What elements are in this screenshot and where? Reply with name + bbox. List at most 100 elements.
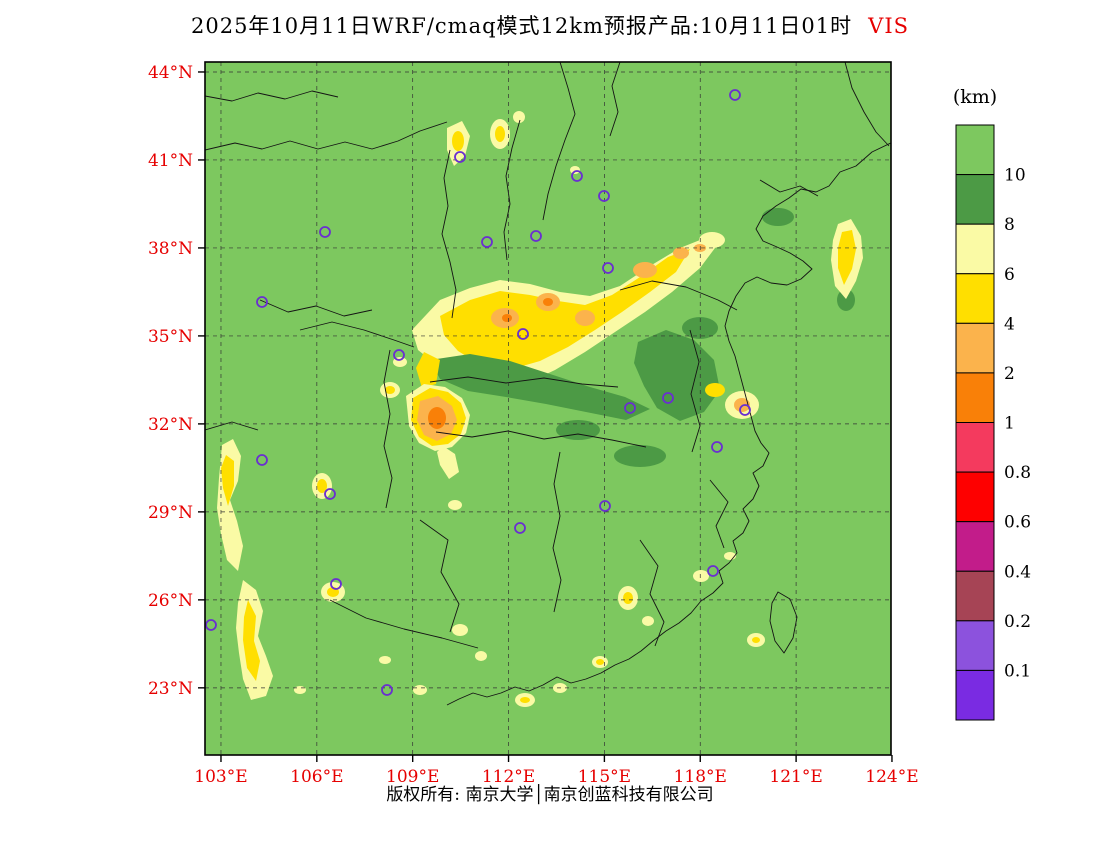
- province-boundary: [259, 299, 373, 317]
- station-marker: [707, 565, 719, 577]
- colorbar-segment: [955, 620, 995, 671]
- colorbar-label: 8: [1004, 215, 1015, 235]
- lat-label: 32°N: [148, 415, 193, 435]
- station-marker: [530, 230, 542, 242]
- visibility-patch: [596, 659, 604, 665]
- visibility-patch: [475, 651, 487, 661]
- page-title: 2025年10月11日WRF/cmaq模式12km预报产品:10月11日01时 V…: [0, 10, 1100, 40]
- lon-label: 112°E: [482, 767, 535, 787]
- copyright-footer: 版权所有: 南京大学│南京创蓝科技有限公司: [386, 785, 714, 805]
- province-boundary: [709, 479, 729, 549]
- visibility-patch: [452, 131, 464, 151]
- visibility-patch: [673, 247, 689, 259]
- province-boundary: [769, 591, 798, 654]
- visibility-patch: [623, 592, 633, 604]
- station-marker: [739, 404, 751, 416]
- colorbar-label: 0.4: [1004, 562, 1031, 582]
- visibility-patch: [575, 310, 595, 326]
- visibility-patch: [838, 230, 856, 285]
- station-marker: [711, 441, 723, 453]
- province-boundary: [205, 421, 259, 431]
- colorbar-segment: [955, 223, 995, 275]
- visibility-patch: [634, 330, 720, 421]
- province-boundary: [446, 142, 891, 706]
- province-boundary: [435, 430, 647, 448]
- province-boundary: [419, 519, 460, 633]
- visibility-patch: [467, 362, 527, 382]
- colorbar-label: 0.8: [1004, 463, 1031, 483]
- colorbar-segment: [955, 471, 995, 523]
- lon-label: 121°E: [769, 767, 822, 787]
- map-frame: [204, 61, 892, 756]
- colorbar-segment: [955, 669, 995, 721]
- station-marker: [662, 392, 674, 404]
- province-boundary: [542, 62, 576, 221]
- station-marker: [381, 684, 393, 696]
- station-marker: [517, 328, 529, 340]
- visibility-patch: [762, 208, 794, 226]
- station-marker: [454, 151, 466, 163]
- visibility-patch: [642, 616, 654, 626]
- colorbar-segment: [955, 570, 995, 622]
- lon-label: 124°E: [865, 767, 918, 787]
- lat-label: 44°N: [148, 63, 193, 83]
- colorbar-label: 0.1: [1004, 661, 1031, 681]
- province-boundary: [844, 62, 890, 147]
- station-marker: [393, 349, 405, 361]
- colorbar-segment: [955, 322, 995, 374]
- visibility-patch: [513, 111, 525, 123]
- visibility-patch: [693, 570, 709, 582]
- station-marker: [729, 89, 741, 101]
- lat-label: 26°N: [148, 591, 193, 611]
- station-marker: [624, 402, 636, 414]
- visibility-patch: [837, 289, 855, 311]
- lon-label: 103°E: [194, 767, 247, 787]
- visibility-patch: [495, 126, 505, 142]
- colorbar-label: 0.2: [1004, 612, 1031, 632]
- colorbar-unit: (km): [953, 86, 997, 108]
- visibility-patch: [236, 580, 273, 700]
- colorbar-label: 4: [1004, 314, 1015, 334]
- colorbar-label: 2: [1004, 364, 1015, 384]
- visibility-patch: [413, 685, 427, 695]
- colorbar-label: 1: [1004, 414, 1015, 434]
- province-boundary: [609, 62, 621, 137]
- colorbar-label: 10: [1004, 166, 1026, 186]
- colorbar-label: 0.6: [1004, 513, 1031, 533]
- visibility-patch: [428, 407, 446, 429]
- station-marker: [598, 190, 610, 202]
- province-boundary: [619, 280, 738, 311]
- visibility-patch: [502, 314, 512, 322]
- visibility-patch: [543, 298, 553, 306]
- colorbar-segment: [955, 521, 995, 572]
- station-marker: [599, 500, 611, 512]
- station-marker: [256, 454, 268, 466]
- lat-label: 41°N: [148, 151, 193, 171]
- station-marker: [330, 578, 342, 590]
- station-marker: [256, 296, 268, 308]
- province-boundary: [759, 179, 819, 197]
- visibility-patch: [520, 697, 530, 703]
- visibility-patch: [570, 166, 580, 174]
- station-marker: [481, 236, 493, 248]
- lon-label: 118°E: [674, 767, 727, 787]
- visibility-patch: [633, 262, 657, 278]
- visibility-patch: [699, 232, 725, 248]
- province-boundary: [299, 321, 415, 348]
- visibility-patch: [556, 420, 600, 440]
- station-marker: [319, 226, 331, 238]
- visibility-patch: [752, 637, 760, 643]
- title-variable: VIS: [868, 14, 910, 38]
- province-boundary: [689, 329, 701, 453]
- visibility-patch: [705, 383, 725, 397]
- lat-label: 38°N: [148, 239, 193, 259]
- province-boundary: [383, 349, 393, 509]
- colorbar-segment: [955, 372, 995, 423]
- station-marker: [205, 619, 217, 631]
- lon-label: 106°E: [290, 767, 343, 787]
- lat-label: 35°N: [148, 327, 193, 347]
- province-boundary: [503, 119, 521, 261]
- visibility-patch: [440, 249, 690, 369]
